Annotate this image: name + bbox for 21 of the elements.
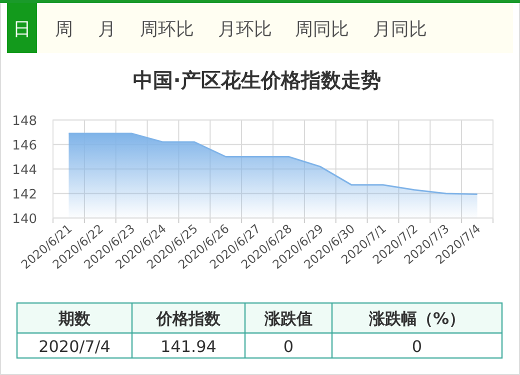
text: 月环比 <box>218 19 272 40</box>
text: 0 <box>412 337 422 356</box>
y-tick-label: 140 <box>12 212 37 227</box>
text: 期数 <box>58 309 92 328</box>
text: 日 <box>13 19 31 40</box>
text: 周同比 <box>295 19 349 40</box>
text: 周 <box>55 19 73 40</box>
text: 月 <box>98 19 116 40</box>
y-tick-label: 144 <box>12 163 37 178</box>
chart-title: 中国·产区花生价格指数走势 <box>133 68 381 92</box>
text: 涨跌值 <box>264 309 312 328</box>
text: 周环比 <box>140 19 194 40</box>
text: 月同比 <box>373 19 427 40</box>
y-tick-label: 146 <box>12 138 37 154</box>
text: 涨跌幅（%） <box>368 309 466 328</box>
y-tick-label: 148 <box>12 114 37 129</box>
y-tick-label: 142 <box>12 188 37 202</box>
text: 141.94 <box>160 337 216 356</box>
text: 2020/7/4 <box>38 337 110 356</box>
text: 价格指数 <box>156 309 222 328</box>
text: 0 <box>283 337 294 356</box>
